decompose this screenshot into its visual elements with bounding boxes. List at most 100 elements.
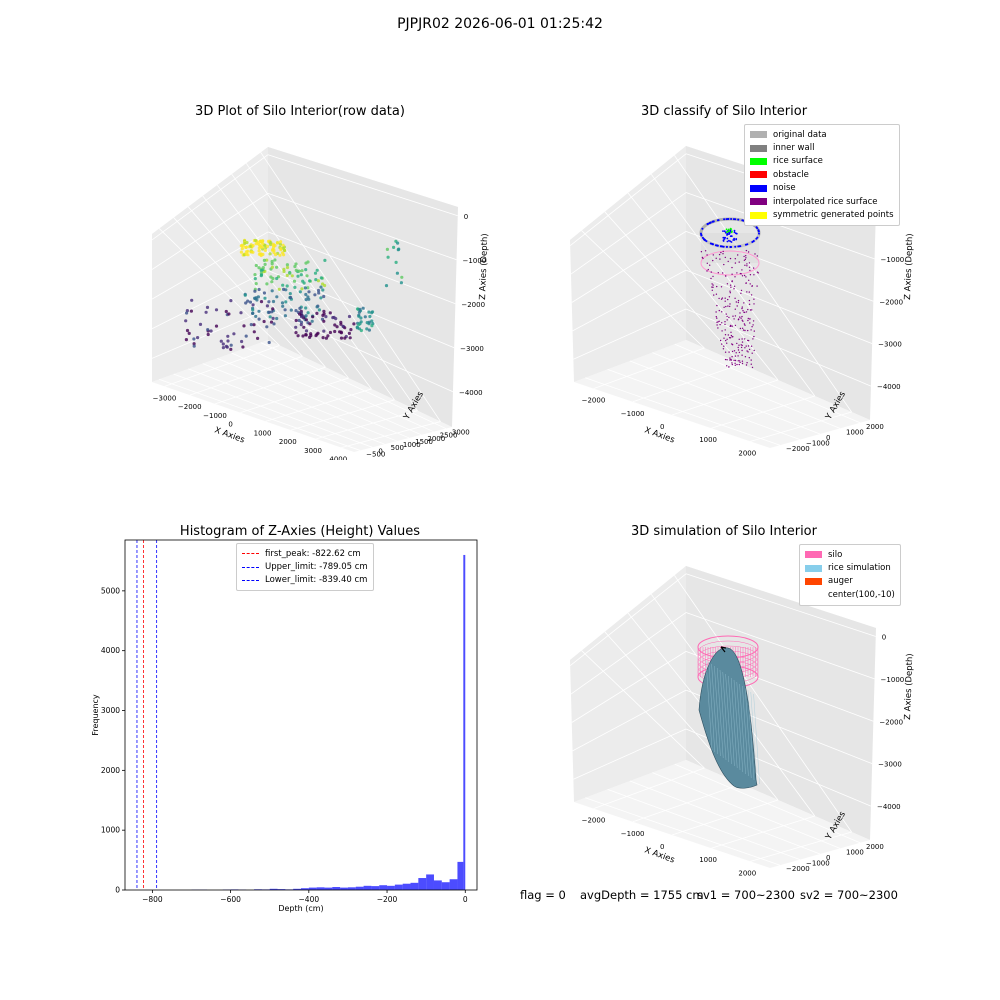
rice-stripe xyxy=(742,685,749,777)
raw-point xyxy=(262,258,266,262)
raw-point xyxy=(304,292,308,297)
raw-point xyxy=(282,287,286,291)
raw-point xyxy=(261,242,265,246)
raw-point xyxy=(285,273,289,278)
legend-line xyxy=(242,579,259,581)
raw-point xyxy=(361,306,365,310)
interpolated-point xyxy=(722,253,724,255)
noise-point xyxy=(732,239,735,241)
interpolated-point xyxy=(718,297,720,300)
raw-point xyxy=(277,287,281,291)
raw-point xyxy=(302,281,306,285)
histogram-bar-8 xyxy=(277,889,286,890)
interpolated-point xyxy=(745,276,747,278)
interpolated-point xyxy=(738,261,740,263)
interpolated-point xyxy=(751,366,754,369)
interpolated-point xyxy=(741,307,743,310)
xtick-label: −1000 xyxy=(621,830,645,838)
interpolated-point xyxy=(722,348,725,350)
raw-point xyxy=(304,268,308,272)
interpolated-point xyxy=(706,254,708,256)
legend-line xyxy=(242,566,259,568)
noise-point xyxy=(722,245,725,248)
interpolated-point xyxy=(741,341,744,343)
raw-point xyxy=(244,301,248,305)
noise-point xyxy=(716,219,719,222)
interpolated-point xyxy=(753,303,755,305)
interpolated-point xyxy=(706,270,708,272)
raw-point xyxy=(294,268,298,272)
raw-point xyxy=(251,303,255,307)
raw-point xyxy=(294,318,298,323)
interpolated-point xyxy=(721,311,723,313)
raw-point xyxy=(333,323,337,327)
raw-point xyxy=(240,247,244,251)
histogram-xtick-label: −800 xyxy=(142,895,163,904)
interpolated-point xyxy=(747,308,749,311)
sv1-text: sv1 = 700~2300 xyxy=(697,888,795,902)
interpolated-point xyxy=(729,292,731,294)
rice-stripe xyxy=(725,673,732,765)
ytick-label: −2000 xyxy=(786,445,810,453)
noise-point xyxy=(755,237,758,240)
interpolated-point xyxy=(726,359,728,361)
rice-stripe xyxy=(750,691,758,783)
histogram-frame xyxy=(124,539,478,891)
interpolated-point xyxy=(732,315,734,317)
interpolated-point xyxy=(719,339,722,342)
raw-point xyxy=(332,315,336,319)
raw-point xyxy=(206,328,210,332)
raw-point xyxy=(221,346,225,350)
raw-point xyxy=(257,317,261,321)
ytick-label: 2000 xyxy=(866,843,884,851)
interpolated-point xyxy=(756,255,758,257)
histogram-bar-18 xyxy=(355,886,364,890)
raw-point xyxy=(254,263,258,268)
interpolated-point xyxy=(724,300,726,302)
raw-point xyxy=(292,279,297,283)
panel2-title: 3D classify of Silo Interior xyxy=(640,104,808,119)
noise-point xyxy=(730,218,733,220)
histogram-bar-10 xyxy=(293,888,301,890)
raw-point xyxy=(241,244,245,248)
noise-point xyxy=(725,218,728,221)
interpolated-point xyxy=(737,349,740,351)
interpolated-point xyxy=(738,344,740,346)
ztick-label: −4000 xyxy=(877,803,901,811)
interpolated-point xyxy=(731,350,734,353)
noise-point xyxy=(730,235,733,237)
interpolated-point xyxy=(721,297,724,299)
interpolated-point xyxy=(731,356,733,358)
interpolated-point xyxy=(746,265,748,267)
legend-swatch xyxy=(805,577,822,585)
raw-point xyxy=(304,314,308,318)
raw-point xyxy=(304,329,309,333)
ytick-label: 2500 xyxy=(440,432,458,440)
histogram-ytick-label: 4000 xyxy=(101,646,120,655)
raw-point xyxy=(244,334,248,338)
raw-point xyxy=(270,289,274,293)
legend-entry-first-peak: first_peak: -822.62 cm xyxy=(242,547,368,560)
interpolated-point xyxy=(706,262,708,264)
noise-point xyxy=(722,239,725,242)
raw-point xyxy=(270,262,274,266)
raw-point xyxy=(282,269,286,274)
xtick-label: 2000 xyxy=(279,438,297,446)
avg-depth-text: avgDepth = 1755 cm xyxy=(580,888,704,902)
raw-point xyxy=(189,309,193,313)
interpolated-point xyxy=(744,264,746,266)
interpolated-point xyxy=(726,365,728,367)
raw-point xyxy=(270,280,274,284)
interpolated-point xyxy=(745,255,747,257)
raw-point xyxy=(313,271,318,275)
raw-point xyxy=(294,309,298,313)
raw-point xyxy=(396,241,400,245)
ytick-label: 0 xyxy=(826,434,830,442)
raw-point xyxy=(294,262,298,266)
interpolated-point xyxy=(744,347,746,349)
interpolated-point xyxy=(751,352,753,354)
raw-point xyxy=(239,250,243,254)
raw-point xyxy=(357,323,361,327)
raw-point xyxy=(268,315,272,319)
raw-point xyxy=(309,334,313,338)
